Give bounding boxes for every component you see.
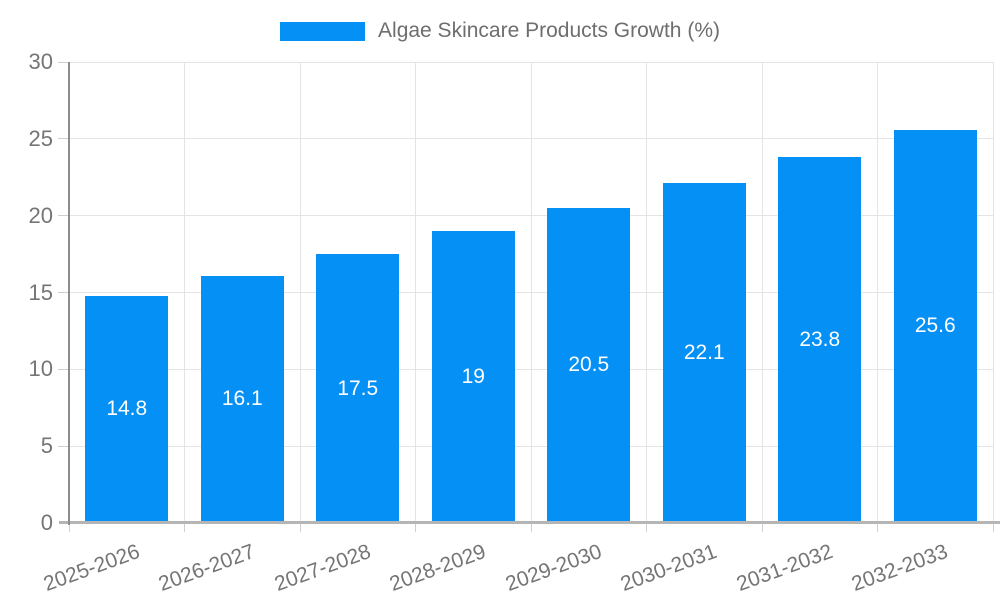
bar[interactable]: 16.1 [200, 275, 284, 523]
bar[interactable]: 25.6 [893, 129, 977, 523]
legend-swatch-icon[interactable] [280, 21, 366, 41]
y-axis-line [68, 62, 70, 525]
x-gridline [992, 62, 994, 523]
y-axis-tick-label: 5 [40, 433, 53, 459]
y-axis-tick-label: 30 [28, 49, 53, 74]
bar[interactable]: 22.1 [662, 183, 746, 523]
y-axis-tick-label: 10 [28, 356, 53, 382]
bar-value-label: 19 [461, 365, 485, 389]
bar-value-label: 23.8 [799, 328, 841, 352]
y-axis-tick [58, 138, 69, 140]
x-axis-tick [68, 523, 70, 532]
y-axis-tick-label: 0 [40, 510, 53, 535]
x-gridline [415, 62, 416, 523]
x-gridline [877, 62, 878, 523]
bar[interactable]: 20.5 [547, 207, 631, 523]
y-axis-tick [58, 292, 69, 293]
bar[interactable]: 23.8 [778, 157, 862, 523]
plot-area: 0 5 10 15 20 25 30 14.8 16.1 17.5 19 20.5 22.1 23.8 25… [29, 49, 1000, 596]
x-axis-tick [530, 523, 532, 532]
bar[interactable]: 19 [431, 231, 515, 523]
y-axis-tick [58, 215, 69, 217]
bar-value-label: 14.8 [106, 397, 148, 421]
x-axis-tick [184, 523, 185, 532]
x-axis-tick [415, 523, 416, 532]
x-axis-tick [992, 523, 994, 532]
x-gridline [184, 62, 185, 523]
x-gridline [646, 62, 647, 523]
x-gridline [299, 62, 301, 523]
bar-value-label: 17.5 [337, 376, 379, 400]
bar-value-label: 16.1 [221, 387, 263, 411]
bar-value-label: 20.5 [568, 353, 610, 377]
y-axis-tick-label: 20 [28, 202, 53, 228]
x-axis-tick [299, 523, 301, 532]
y-axis-tick [58, 368, 69, 370]
bar[interactable]: 14.8 [85, 295, 169, 523]
x-axis-tick [646, 523, 647, 532]
bar-value-label: 22.1 [683, 341, 725, 365]
y-axis-tick-label: 15 [28, 279, 53, 305]
bar[interactable]: 17.5 [316, 254, 400, 523]
y-axis-tick-label: 25 [28, 125, 53, 151]
y-axis-tick [58, 445, 69, 447]
legend-label[interactable]: Algae Skincare Products Growth (%) [378, 19, 720, 42]
x-axis-tick [877, 523, 878, 532]
y-axis-tick [58, 61, 69, 63]
x-gridline [530, 62, 532, 523]
y-gridline [69, 138, 993, 140]
x-gridline [761, 62, 763, 523]
x-axis-tick [761, 523, 763, 532]
y-gridline [69, 61, 993, 63]
legend[interactable]: Algae Skincare Products Growth (%) [0, 16, 1000, 46]
bar-value-label: 25.6 [914, 314, 956, 338]
